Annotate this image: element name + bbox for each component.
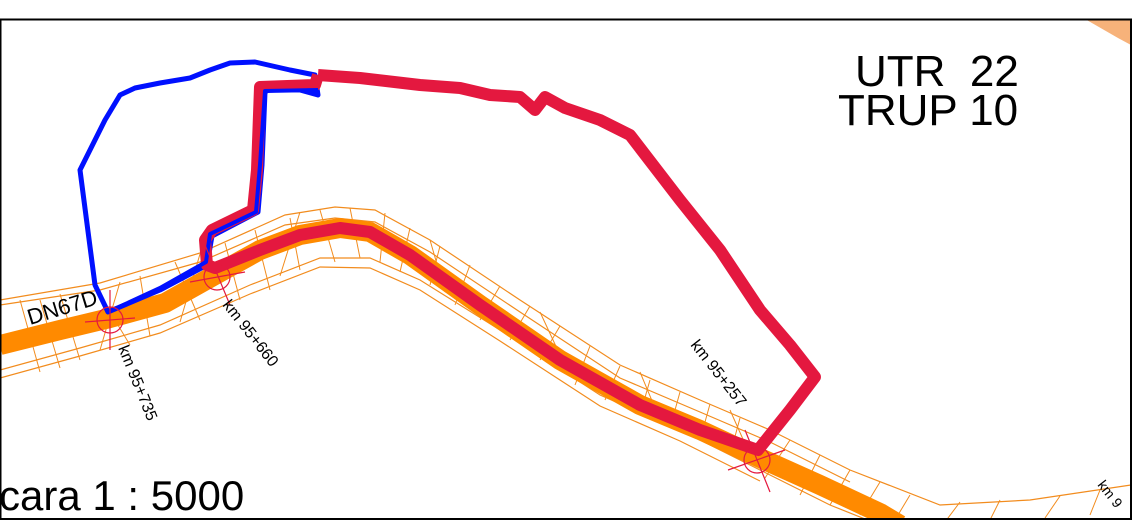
map-title-line1: UTR 22 [855,47,1019,96]
road-corridor-edge-lower [0,257,867,519]
parcel-boundary-red[interactable] [199,69,821,456]
road-corridor-edge-lower2 [0,266,761,482]
adjacent-parcel-fill [1085,19,1131,45]
map-frame [0,18,1132,520]
km-label-edge: km 9 [1095,477,1126,511]
km-label-95-660: km 95+660 [219,297,281,370]
km-label-95-257: km 95+257 [687,337,749,410]
parcel-boundary-blue-shared [107,88,319,314]
map-title-line2: TRUP 10 [838,86,1018,135]
road-corridor-edge-upper2 [0,217,851,483]
km-marker-95-735-symbol[interactable] [84,290,136,350]
km-label-95-735: km 95+735 [114,343,160,423]
km-marker-95-257-symbol[interactable] [727,429,786,493]
km-marker-95-660-symbol[interactable] [189,244,246,306]
scale-label: scara 1 : 5000 [0,472,244,519]
road-corridor-edge-upper [0,206,1131,506]
